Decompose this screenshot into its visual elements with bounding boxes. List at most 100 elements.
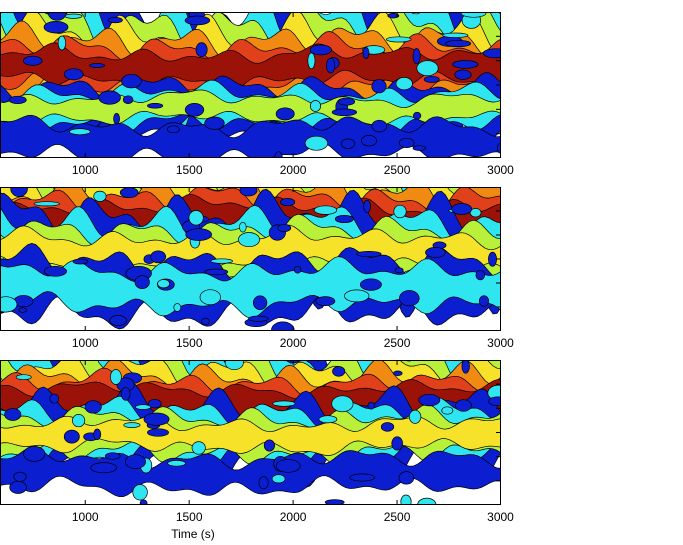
contour-island xyxy=(8,95,27,104)
contour-island xyxy=(277,223,292,233)
contour-island xyxy=(304,135,329,151)
contour-island xyxy=(15,374,32,381)
contour-island xyxy=(43,21,69,34)
contour-island xyxy=(49,393,60,404)
contour-island xyxy=(23,446,46,462)
contour-island xyxy=(57,35,67,51)
contour-island xyxy=(107,17,123,24)
contour-island xyxy=(445,39,471,48)
contour-island xyxy=(204,268,229,276)
contour-island xyxy=(210,258,233,264)
contour-island xyxy=(398,471,415,485)
contour-island xyxy=(361,135,377,147)
contour-island xyxy=(33,201,60,207)
contour-island xyxy=(93,428,102,440)
contour-island xyxy=(275,459,301,473)
contour-island xyxy=(157,279,171,289)
contour-island xyxy=(239,187,258,197)
contour-island xyxy=(191,441,206,455)
contour-island xyxy=(147,399,162,409)
contour-island xyxy=(120,386,131,401)
contour-island xyxy=(309,44,332,56)
contour-island xyxy=(0,296,18,313)
x-tick-label: 1500 xyxy=(176,336,203,350)
contour-island xyxy=(10,187,28,197)
contour-island xyxy=(398,137,415,148)
contour-island xyxy=(13,471,27,482)
contour-island xyxy=(455,399,472,412)
contour-island xyxy=(488,251,497,267)
x-tick-label: 2500 xyxy=(384,336,411,350)
contour-island xyxy=(224,360,244,371)
contour-island xyxy=(425,247,446,258)
contour-island xyxy=(394,267,404,274)
contour-island xyxy=(331,108,358,117)
x-tick-label: 1000 xyxy=(72,163,99,177)
contour-island xyxy=(248,315,269,322)
contour-island xyxy=(280,198,296,207)
x-tick-label: 1000 xyxy=(72,510,99,524)
x-tick-label: 1500 xyxy=(176,163,203,177)
contour-island xyxy=(334,214,354,224)
contour-island xyxy=(475,269,486,281)
contour-island xyxy=(340,138,356,149)
contour-island xyxy=(90,462,117,474)
x-tick-label: 2000 xyxy=(280,336,307,350)
contour-island xyxy=(275,107,295,121)
contour-island xyxy=(416,60,439,77)
contour-island xyxy=(337,97,356,106)
contour-island xyxy=(454,69,472,80)
contour-island xyxy=(18,307,27,313)
contour-island xyxy=(132,484,148,501)
contour-island xyxy=(349,473,375,482)
contour-island xyxy=(201,317,210,326)
contour-island xyxy=(125,454,146,470)
contour-island xyxy=(195,42,208,58)
contour-island xyxy=(104,452,121,460)
contour-island xyxy=(385,36,412,43)
contour-island xyxy=(258,476,269,490)
contour-island xyxy=(63,68,84,81)
contour-island xyxy=(184,15,211,26)
contour-island xyxy=(367,401,375,410)
contour-island xyxy=(185,228,212,241)
contour-island xyxy=(188,210,204,226)
contour-island xyxy=(89,63,106,68)
contour-island xyxy=(93,190,107,202)
contour-island xyxy=(325,57,336,74)
x-tick-label: 3000 xyxy=(487,510,514,524)
contour-island xyxy=(4,408,22,421)
contour-island xyxy=(167,125,180,134)
contour-island xyxy=(173,303,182,312)
panel-2: 1000 1500 2000 2500 3000 xyxy=(0,187,514,350)
contour-island xyxy=(199,289,221,306)
contour-island xyxy=(469,208,482,218)
x-tick-label: 3000 xyxy=(487,336,514,350)
contour-island xyxy=(9,480,27,494)
contour-island xyxy=(134,275,150,289)
x-tick-label: 2000 xyxy=(280,163,307,177)
contour-island xyxy=(442,32,469,38)
contour-island xyxy=(143,412,170,426)
contour-island xyxy=(391,436,403,451)
panel-1: 1000 1500 2000 2500 3000 xyxy=(0,12,514,177)
contour-island xyxy=(43,265,67,277)
x-tick-label: 1500 xyxy=(176,510,203,524)
contour-island xyxy=(359,278,382,291)
contour-band xyxy=(0,256,501,319)
x-tick-label: 2500 xyxy=(384,510,411,524)
contour-island xyxy=(121,73,142,89)
contour-island xyxy=(315,296,336,306)
contour-island xyxy=(441,406,454,415)
contour-island xyxy=(408,409,422,424)
contour-island xyxy=(271,321,295,331)
contour-island xyxy=(412,111,422,120)
contour-island xyxy=(167,460,186,467)
contour-island xyxy=(371,119,388,133)
contour-island xyxy=(387,13,400,19)
contour-band xyxy=(0,446,501,498)
contour-island xyxy=(135,404,152,410)
contour-island xyxy=(22,55,43,66)
contour-island xyxy=(84,400,102,414)
contour-island xyxy=(460,12,487,18)
